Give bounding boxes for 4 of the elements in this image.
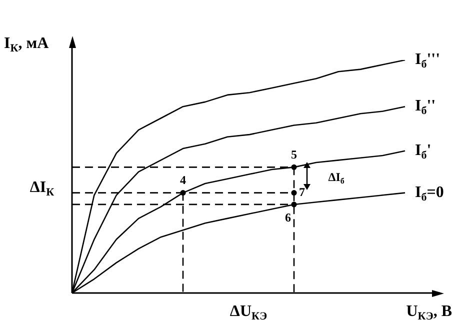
annotation: 4 bbox=[180, 172, 186, 187]
annotation: 6 bbox=[285, 210, 291, 225]
annotation: 5 bbox=[291, 147, 297, 162]
annotation: 7 bbox=[299, 184, 305, 199]
